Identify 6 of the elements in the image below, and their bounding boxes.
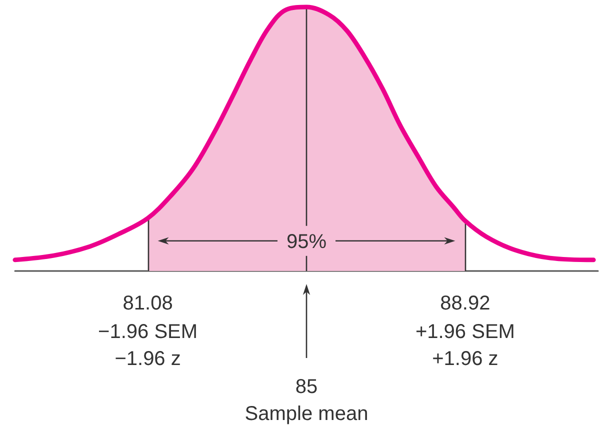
annotation: +1.96 SEM +1.96 z [415, 321, 515, 370]
annotation: 95% [286, 230, 327, 253]
x-tick-label: 81.08 [122, 292, 173, 314]
annotation: −1.96 SEM −1.96 z [98, 321, 198, 370]
ref-line-label: 85 Sample mean [244, 376, 368, 425]
x-tick-label: 88.92 [440, 292, 490, 314]
